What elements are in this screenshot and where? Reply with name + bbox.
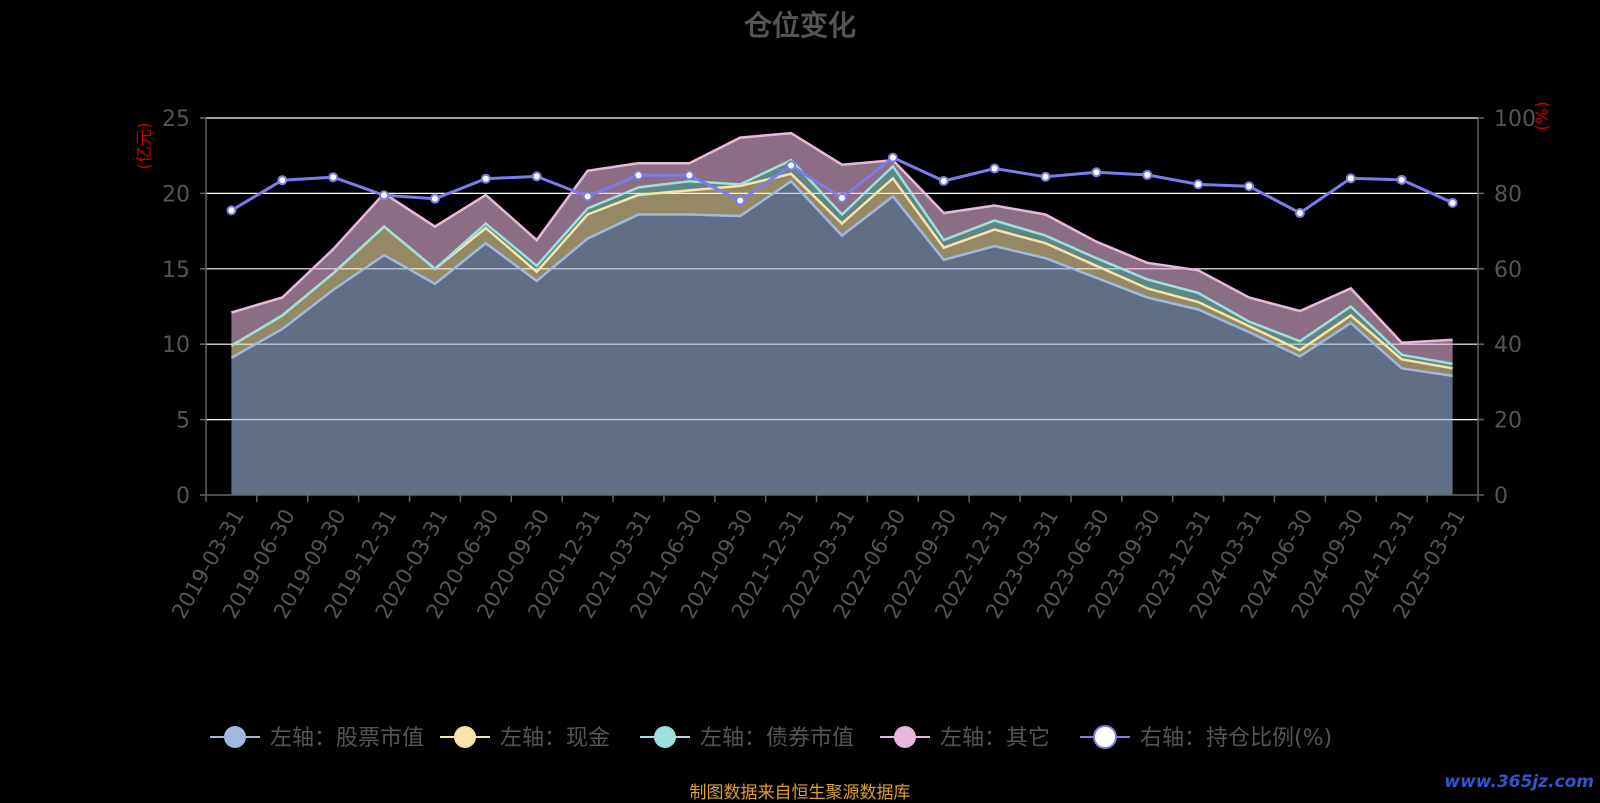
ratio-point bbox=[328, 172, 339, 183]
legend-marker bbox=[894, 726, 916, 748]
ratio-point bbox=[837, 192, 847, 203]
legend-marker bbox=[654, 726, 676, 748]
watermark: www.365jz.com bbox=[1444, 772, 1594, 792]
area-line-other bbox=[231, 131, 1453, 344]
ratio-point bbox=[1396, 174, 1407, 185]
y-left-tick-label: 20 bbox=[162, 182, 190, 207]
ratio-point bbox=[633, 170, 644, 181]
ratio-point bbox=[480, 173, 491, 184]
ratio-point bbox=[887, 152, 898, 163]
y-left-tick-label: 0 bbox=[176, 484, 190, 509]
ratio-point bbox=[1142, 169, 1153, 180]
ratio-point bbox=[1294, 208, 1305, 219]
legend-label: 左轴：其它 bbox=[940, 726, 1050, 751]
y-right-tick-label: 20 bbox=[1494, 409, 1522, 434]
y-left-tick-label: 5 bbox=[176, 409, 190, 434]
y-right-tick-label: 60 bbox=[1494, 258, 1522, 283]
y-right-tick-label: 80 bbox=[1494, 182, 1522, 207]
y-left-tick-label: 15 bbox=[162, 258, 190, 283]
legend-marker bbox=[454, 726, 476, 748]
legend-item: 左轴：其它 bbox=[880, 726, 1050, 751]
ratio-point bbox=[1244, 181, 1255, 192]
ratio-point bbox=[531, 171, 542, 182]
ratio-point bbox=[1040, 171, 1051, 182]
legend-item: 左轴：现金 bbox=[440, 726, 610, 751]
legend-label: 左轴：股票市值 bbox=[270, 726, 424, 751]
y-right-tick-label: 0 bbox=[1494, 484, 1508, 509]
legend-item: 右轴：持仓比例(%) bbox=[1080, 725, 1332, 751]
y-left-unit: (亿元) bbox=[135, 122, 155, 169]
ratio-point bbox=[989, 163, 1000, 174]
area-line-stock bbox=[230, 179, 1453, 378]
ratio-point bbox=[1447, 197, 1458, 208]
ratio-point bbox=[735, 195, 746, 206]
ratio-point bbox=[277, 175, 288, 186]
y-right-tick-label: 40 bbox=[1494, 333, 1522, 358]
legend-marker bbox=[224, 726, 246, 748]
ratio-point bbox=[1091, 167, 1102, 178]
ratio-point bbox=[226, 205, 237, 216]
legend-item: 左轴：债券市值 bbox=[640, 726, 854, 751]
y-left-tick-label: 25 bbox=[162, 107, 190, 132]
legend-item: 左轴：股票市值 bbox=[210, 726, 424, 751]
ratio-point bbox=[684, 170, 695, 181]
legend-marker bbox=[1093, 725, 1117, 749]
chart-title: 仓位变化 bbox=[743, 9, 856, 42]
data-source-note: 制图数据来自恒生聚源数据库 bbox=[689, 783, 911, 803]
ratio-point bbox=[429, 193, 440, 204]
ratio-point bbox=[786, 160, 797, 171]
y-right-tick-label: 100 bbox=[1494, 107, 1536, 132]
ratio-point bbox=[938, 175, 949, 186]
ratio-point bbox=[379, 190, 390, 201]
ratio-point bbox=[582, 191, 593, 202]
ratio-point bbox=[1345, 173, 1356, 184]
y-right-unit: (%) bbox=[1533, 101, 1553, 130]
ratio-point bbox=[1193, 179, 1204, 190]
legend-label: 左轴：现金 bbox=[500, 726, 610, 751]
legend-label: 左轴：债券市值 bbox=[700, 726, 854, 751]
area-stock bbox=[231, 181, 1453, 496]
legend-label: 右轴：持仓比例(%) bbox=[1140, 726, 1332, 751]
area-line-bond bbox=[230, 158, 1453, 366]
area-other bbox=[231, 133, 1453, 364]
y-left-tick-label: 10 bbox=[162, 333, 190, 358]
